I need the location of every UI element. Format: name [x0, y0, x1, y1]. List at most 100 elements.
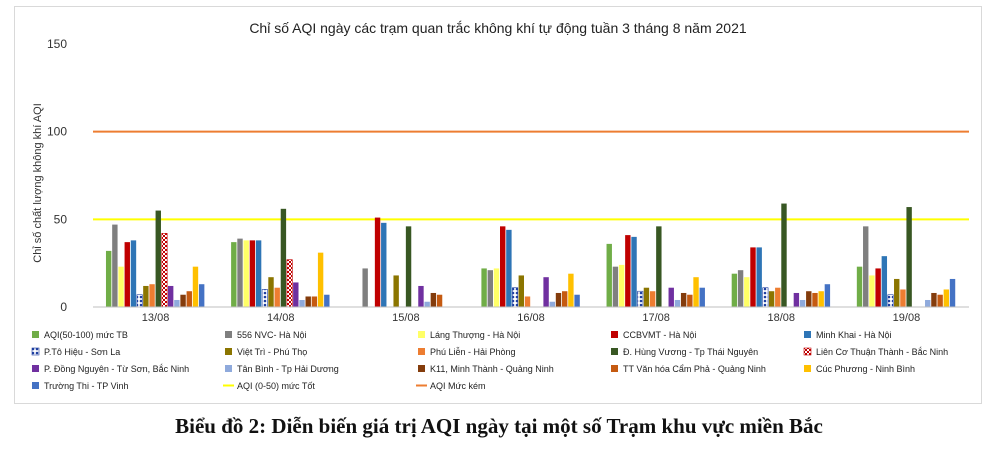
bar [543, 277, 549, 307]
y-tick-label: 100 [47, 125, 67, 139]
legend-swatch [32, 331, 39, 338]
bar [249, 240, 256, 307]
bar [430, 292, 437, 307]
bar [750, 247, 756, 307]
legend-label: Cúc Phương - Ninh Bình [816, 364, 915, 374]
bar [818, 291, 824, 307]
y-tick-label: 150 [47, 37, 67, 51]
category-label: 17/08 [642, 312, 670, 324]
bar [618, 264, 625, 307]
bar [174, 299, 180, 307]
bar [186, 291, 192, 307]
bar [949, 278, 956, 307]
bar [649, 291, 656, 307]
legend-label: K11, Minh Thành - Quảng Ninh [430, 364, 554, 374]
bar [506, 229, 512, 307]
bar [744, 277, 750, 307]
legend-swatch [31, 347, 40, 356]
bar [487, 270, 493, 307]
bar [362, 268, 368, 307]
legend-swatch [32, 365, 39, 372]
bar [231, 242, 237, 307]
bar [863, 226, 869, 307]
bar [436, 294, 443, 307]
bar [693, 277, 699, 307]
bar [130, 240, 137, 307]
bar [143, 285, 149, 307]
legend-swatch [804, 331, 811, 338]
category-label: 15/08 [392, 312, 420, 324]
legend-label: CCBVMT - Hà Nội [623, 330, 696, 340]
bar [931, 292, 937, 307]
legend-label: Việt Trì - Phú Thọ [237, 347, 307, 357]
bar [856, 266, 863, 307]
bar [243, 240, 249, 307]
bar [274, 287, 280, 307]
plot-area: 0 50 100 150 13/08 14/08 15/08 16/08 17/08 18/08 1… [47, 37, 969, 324]
bar [286, 259, 293, 308]
bar [674, 299, 681, 307]
bar [192, 266, 199, 307]
bar [762, 287, 769, 308]
legend-swatch [225, 331, 232, 338]
legend-label: Liên Cơ Thuận Thành - Bắc Ninh [816, 347, 948, 357]
bar [555, 292, 562, 307]
bar [481, 268, 487, 307]
bar [925, 299, 931, 307]
bar [668, 287, 674, 307]
legend-swatch [804, 365, 811, 372]
legend-label: Trường Thi - TP Vinh [44, 381, 128, 391]
y-tick-label: 50 [54, 212, 68, 226]
bar [887, 294, 894, 308]
category-label: 16/08 [517, 312, 545, 324]
bar [393, 275, 399, 307]
aqi-bar-chart: Chỉ số AQI ngày các trạm quan trắc không… [31, 20, 969, 391]
bar [324, 294, 330, 307]
bar [136, 294, 143, 308]
bar [775, 287, 781, 307]
legend-label: 556 NVC- Hà Nội [237, 330, 307, 340]
y-tick-label: 0 [60, 300, 67, 314]
bar [237, 238, 243, 307]
bar [261, 289, 268, 308]
bar [806, 291, 812, 307]
bar [112, 224, 118, 307]
legend-swatch [225, 348, 232, 355]
bar [737, 270, 744, 307]
bar [612, 266, 619, 307]
bar [198, 284, 205, 307]
legend-swatch [32, 382, 39, 389]
legend-swatch [418, 348, 425, 355]
bar [680, 292, 687, 307]
bar [875, 268, 881, 307]
chart-frame: Chỉ số AQI ngày các trạm quan trắc không… [14, 6, 982, 404]
bar [293, 282, 299, 307]
legend-label: AQI(50-100) mức TB [44, 330, 128, 340]
bar [793, 292, 800, 307]
legend-label: Phú Liễn - Hải Phòng [430, 347, 516, 357]
bar [799, 299, 806, 307]
bar [280, 208, 287, 307]
bar [305, 296, 311, 307]
legend-label: P.Tô Hiệu - Sơn La [44, 347, 120, 357]
bar [255, 240, 262, 307]
bar [812, 292, 818, 307]
legend-swatch [225, 365, 232, 372]
bar [405, 226, 412, 307]
category-label: 19/08 [893, 312, 921, 324]
legend-label: Đ. Hùng Vương - Tp Thái Nguyên [623, 347, 758, 357]
bar [105, 250, 112, 307]
bar [512, 287, 519, 308]
bar [424, 301, 430, 307]
bar [943, 289, 950, 307]
bar [374, 217, 381, 307]
bar [155, 210, 161, 307]
legend-swatch [611, 348, 618, 355]
bar [317, 252, 324, 307]
legend-label: Minh Khai - Hà Nội [816, 330, 892, 340]
bar [900, 289, 906, 307]
legend-label: Tân Bình - Tp Hải Dương [237, 364, 339, 374]
legend-label: AQI (0-50) mức Tốt [237, 381, 315, 391]
bar [631, 236, 637, 307]
bar [937, 294, 943, 307]
